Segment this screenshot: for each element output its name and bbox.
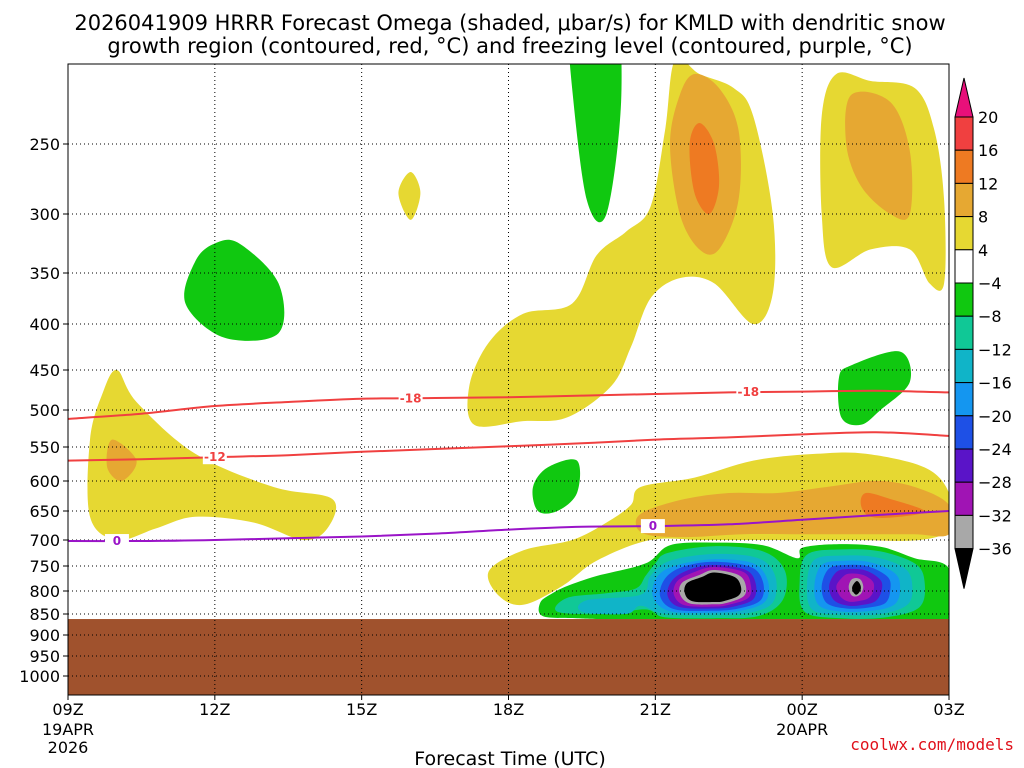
axes: 250 300 350 400 450 500 550 600 650 700 750 800 850 9… — [19, 135, 964, 757]
x-tick-year-09Z: 2026 — [48, 738, 89, 757]
colorbar-label-9: −20 — [978, 407, 1012, 426]
omega-region-14 — [532, 459, 581, 514]
colorbar-swatch-12 — [954, 481, 974, 516]
y-tick-label-500: 500 — [29, 401, 60, 420]
x-tick-label-12Z: 12Z — [199, 700, 230, 719]
chart-title-line-2: growth region (contoured, red, °C) and f… — [107, 34, 912, 58]
contour-label-bg — [104, 534, 129, 549]
contour-label-minus18-1: -18 — [737, 385, 759, 399]
colorbar-swatch-8 — [954, 348, 974, 384]
credit-text: coolwx.com/models — [850, 735, 1014, 754]
colorbar-label-0: 20 — [978, 108, 998, 127]
y-tick-label-700: 700 — [29, 531, 60, 550]
ground-below-surface — [68, 619, 949, 695]
colorbar-label-10: −24 — [978, 440, 1012, 459]
colorbar-swatch-13 — [954, 514, 974, 550]
omega-region-5 — [689, 123, 720, 215]
x-tick-label-03Z: 03Z — [933, 700, 964, 719]
colorbar-swatch-11 — [954, 448, 974, 483]
omega-region-2 — [398, 172, 421, 220]
contour-label-minus18-0: -18 — [400, 391, 422, 405]
x-axis-title: Forecast Time (UTC) — [414, 748, 605, 768]
x-tick-label-00Z: 00Z — [787, 700, 818, 719]
colorbar-label-5: −4 — [978, 274, 1002, 293]
contour-label-minus12-0: -12 — [204, 450, 226, 464]
colorbar-swatch-6 — [954, 282, 974, 317]
colorbar-swatch-3 — [954, 182, 974, 218]
x-tick-date-09Z: 19APR — [42, 720, 94, 739]
colorbar-label-2: 12 — [978, 174, 998, 193]
temperature-contours: -18 -18 -12 0 0 — [68, 385, 949, 549]
colorbar-label-4: 4 — [978, 241, 988, 260]
y-tick-label-550: 550 — [29, 438, 60, 457]
x-tick-label-15Z: 15Z — [346, 700, 377, 719]
colorbar-label-12: −32 — [978, 506, 1012, 525]
colorbar-swatch-7 — [954, 315, 974, 350]
omega-region-11 — [569, 64, 622, 223]
colorbar-label-3: 8 — [978, 208, 988, 227]
y-tick-label-650: 650 — [29, 502, 60, 521]
colorbar-label-13: −36 — [978, 540, 1012, 559]
contour-label-bg — [398, 391, 423, 406]
contour-label-0-1: 0 — [649, 519, 657, 533]
omega-region-10 — [860, 492, 925, 518]
contour-label-0-0: 0 — [113, 534, 121, 548]
y-tick-label-1000: 1000 — [19, 667, 60, 686]
omega-region-0 — [87, 369, 337, 541]
contour-label-bg — [640, 519, 665, 534]
omega-shading-layer — [87, 64, 949, 623]
contour-line-0 — [68, 510, 949, 543]
omega-region-30 — [684, 572, 742, 603]
y-tick-label-450: 450 — [29, 361, 60, 380]
colorbar-label-11: −28 — [978, 473, 1012, 492]
y-tick-label-600: 600 — [29, 472, 60, 491]
y-tick-label-800: 800 — [29, 582, 60, 601]
colorbar-swatch-4 — [954, 216, 974, 251]
y-tick-label-850: 850 — [29, 605, 60, 624]
y-tick-label-400: 400 — [29, 315, 60, 334]
colorbar: 20 16 12 8 4 −4 −8 −12 −16 −20 −24 −28 −32 −36 — [954, 77, 1012, 589]
y-tick-label-750: 750 — [29, 557, 60, 576]
colorbar-label-6: −8 — [978, 307, 1002, 326]
omega-region-12 — [184, 239, 285, 341]
chart-title-line-1: 2026041909 HRRR Forecast Omega (shaded, … — [74, 11, 945, 35]
y-tick-label-300: 300 — [29, 205, 60, 224]
colorbar-label-1: 16 — [978, 141, 998, 160]
colorbar-label-7: −12 — [978, 340, 1012, 359]
colorbar-swatch-9 — [954, 382, 974, 417]
x-tick-label-18Z: 18Z — [493, 700, 524, 719]
gridlines — [67, 64, 950, 695]
x-tick-date-00Z: 20APR — [776, 720, 828, 739]
colorbar-swatch-10 — [954, 415, 974, 450]
y-tick-label-350: 350 — [29, 264, 60, 283]
y-tick-label-250: 250 — [29, 135, 60, 154]
contour-line-minus18 — [68, 389, 949, 420]
omega-region-31 — [852, 580, 861, 595]
y-tick-label-900: 900 — [29, 626, 60, 645]
colorbar-swatch-2 — [954, 149, 974, 184]
contour-label-bg — [736, 385, 761, 400]
y-tick-label-950: 950 — [29, 647, 60, 666]
colorbar-bottom-arrow — [954, 548, 974, 589]
colorbar-swatch-1 — [954, 116, 974, 151]
contour-label-bg — [202, 450, 227, 465]
colorbar-swatch-5 — [954, 249, 974, 284]
x-tick-label-09Z: 09Z — [52, 700, 83, 719]
omega-region-7 — [845, 91, 913, 220]
colorbar-label-8: −16 — [978, 374, 1012, 393]
x-tick-label-21Z: 21Z — [640, 700, 671, 719]
